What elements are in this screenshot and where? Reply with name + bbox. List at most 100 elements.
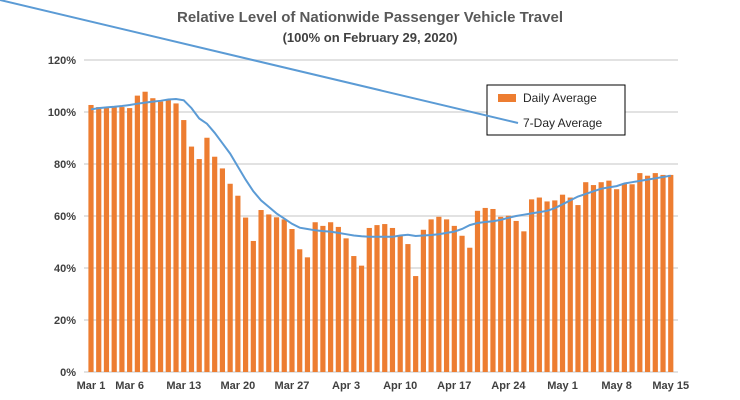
bar (181, 120, 187, 372)
x-tick-label: Mar 27 (275, 380, 310, 392)
y-tick-label: 80% (54, 159, 76, 171)
bar (583, 182, 589, 372)
bar (544, 201, 550, 372)
bar (559, 194, 566, 372)
bar (413, 276, 419, 372)
bar (374, 225, 380, 372)
bar (196, 159, 202, 372)
bar (366, 227, 372, 372)
bar (96, 107, 102, 372)
bar (142, 91, 148, 372)
bar (652, 173, 658, 372)
y-tick-label: 120% (48, 55, 76, 67)
bar (273, 217, 280, 372)
bar (436, 216, 442, 372)
bar (552, 200, 558, 372)
legend: Daily Average 7-Day Average (0, 0, 626, 136)
bar (590, 185, 597, 372)
bar (328, 222, 334, 372)
bar (188, 146, 195, 372)
bar (157, 101, 164, 372)
bar (297, 249, 303, 372)
x-tick-label: Apr 24 (491, 380, 526, 392)
bar (459, 235, 465, 372)
bar (258, 210, 264, 372)
bar (320, 225, 326, 372)
bar (351, 256, 357, 372)
bar (567, 197, 573, 372)
y-tick-label: 0% (60, 367, 76, 379)
x-tick-label: May 1 (547, 380, 578, 392)
bar (575, 205, 581, 372)
bar (668, 174, 674, 372)
bar (397, 235, 403, 372)
y-tick-label: 40% (54, 263, 76, 275)
bar (134, 95, 140, 373)
x-tick-label: Mar 13 (166, 380, 201, 392)
bar (343, 238, 349, 372)
bar (173, 103, 179, 373)
bar (111, 106, 117, 373)
bar (621, 184, 627, 372)
bar (127, 108, 133, 372)
bar (266, 214, 272, 372)
bar (235, 195, 241, 372)
bar (606, 180, 612, 372)
bar (335, 226, 341, 372)
bar (250, 240, 256, 372)
bar (474, 210, 481, 372)
bar (304, 257, 311, 372)
bar (513, 220, 519, 372)
bar (119, 107, 125, 372)
legend-swatch-7day (0, 0, 519, 124)
x-tick-label: May 15 (652, 380, 689, 392)
bar (490, 208, 496, 372)
bar (88, 104, 94, 372)
bar (614, 189, 620, 372)
bar (281, 219, 287, 372)
bar (482, 207, 488, 372)
bar (150, 98, 156, 372)
bar (505, 215, 512, 372)
bar (498, 216, 504, 372)
bar (204, 137, 210, 372)
bar (536, 197, 542, 372)
bar (165, 100, 171, 372)
chart-title: Relative Level of Nationwide Passenger V… (177, 9, 563, 26)
legend-label-7day: 7-Day Average (523, 116, 602, 130)
bar (420, 229, 426, 372)
bar (637, 173, 643, 372)
bar (467, 247, 473, 372)
bar (629, 184, 635, 372)
x-tick-label: Mar 6 (115, 380, 144, 392)
bar (227, 183, 233, 372)
bar (660, 174, 666, 372)
bar (598, 182, 604, 372)
x-tick-label: Mar 20 (220, 380, 255, 392)
x-tick-label: Apr 10 (383, 380, 417, 392)
legend-label-daily: Daily Average (523, 91, 597, 105)
x-tick-label: Apr 3 (332, 380, 360, 392)
bar (521, 231, 527, 372)
y-tick-label: 60% (54, 211, 76, 223)
bar (289, 229, 295, 372)
y-tick-label: 100% (48, 107, 76, 119)
x-tick-label: May 8 (601, 380, 632, 392)
bar (405, 244, 411, 372)
y-tick-label: 20% (54, 315, 76, 327)
bar (644, 175, 651, 372)
x-tick-label: Apr 17 (437, 380, 471, 392)
bar (219, 168, 226, 372)
chart-subtitle: (100% on February 29, 2020) (283, 30, 458, 45)
bar (529, 199, 535, 372)
legend-swatch-daily (498, 94, 516, 102)
bar (428, 219, 434, 372)
bar (389, 227, 396, 372)
bar (451, 225, 457, 372)
bar (103, 107, 110, 372)
bar (312, 222, 318, 372)
bar (212, 156, 218, 372)
line-7-day-average (90, 97, 671, 238)
bar (243, 217, 249, 372)
